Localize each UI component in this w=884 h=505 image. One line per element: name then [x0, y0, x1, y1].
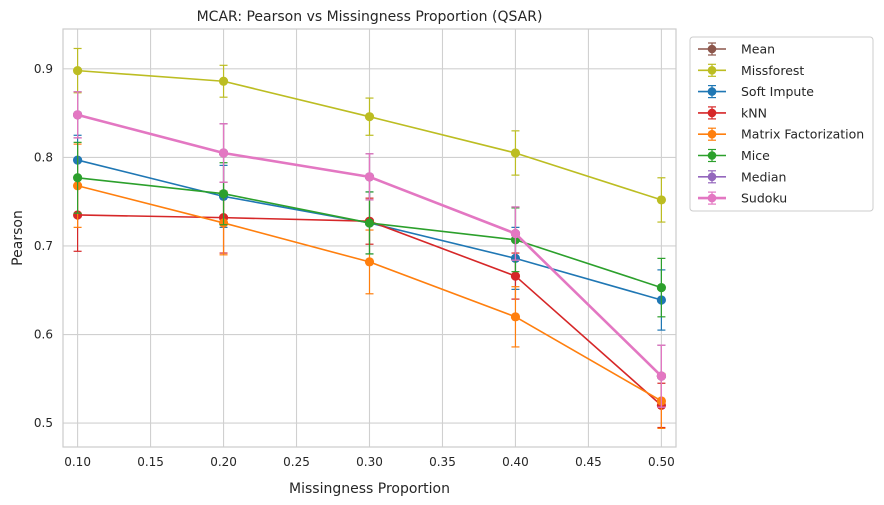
legend-marker — [707, 44, 717, 54]
legend-label: Mean — [741, 42, 775, 57]
x-tick-label: 0.35 — [429, 455, 456, 469]
y-tick-label: 0.6 — [34, 328, 53, 342]
x-tick-labels: 0.10 0.15 0.20 0.25 0.30 0.35 0.40 0.45 0.50 — [64, 455, 675, 469]
legend-label: Matrix Factorization — [741, 127, 864, 142]
legend-marker — [707, 87, 717, 96]
data-point — [510, 148, 521, 158]
legend-item: Mean — [698, 42, 775, 57]
series-layer — [72, 47, 667, 430]
x-tick-label: 0.10 — [64, 455, 91, 469]
legend-marker — [707, 108, 717, 118]
x-tick-label: 0.20 — [210, 455, 237, 469]
legend-item: Missforest — [698, 63, 804, 78]
data-point — [656, 195, 667, 205]
legend-label: Missforest — [741, 63, 804, 78]
legend-marker — [707, 193, 717, 203]
chart-title: MCAR: Pearson vs Missingness Proportion … — [197, 9, 543, 25]
data-point — [218, 76, 229, 86]
legend: Mean Missforest Soft Impute kNN Matrix Facto… — [689, 36, 874, 212]
x-tick-label: 0.30 — [356, 455, 383, 469]
data-point — [510, 228, 521, 239]
legend-marker — [707, 66, 717, 75]
x-tick-label: 0.15 — [137, 455, 164, 469]
legend-label: Soft Impute — [741, 84, 814, 99]
legend-marker — [707, 151, 717, 160]
legend-item: kNN — [698, 105, 767, 120]
legend-item: Matrix Factorization — [698, 127, 864, 142]
legend-label: kNN — [741, 105, 767, 120]
legend-marker — [707, 129, 717, 139]
data-point — [364, 257, 375, 267]
legend-label: Mice — [741, 148, 770, 163]
data-point — [364, 172, 375, 182]
data-point — [72, 173, 83, 183]
data-point — [656, 371, 667, 381]
series-sudoku — [72, 91, 667, 408]
legend-item: Median — [698, 169, 786, 184]
legend-label: Sudoku — [741, 191, 787, 206]
x-tick-label: 0.25 — [283, 455, 310, 469]
y-axis-label: Pearson — [10, 210, 26, 266]
x-tick-label: 0.45 — [575, 455, 602, 469]
legend-frame — [689, 36, 874, 212]
legend-label: Median — [741, 169, 786, 184]
data-point — [656, 282, 667, 293]
x-axis-label: Missingness Proportion — [289, 481, 450, 497]
x-tick-label: 0.50 — [648, 455, 675, 469]
legend-item: Sudoku — [698, 191, 787, 206]
data-point — [218, 189, 229, 199]
legend-marker — [707, 172, 717, 182]
series-missforest — [72, 47, 667, 223]
data-point — [364, 112, 375, 122]
y-tick-label: 0.9 — [34, 62, 53, 76]
data-point — [364, 218, 375, 228]
data-point — [72, 110, 83, 120]
y-tick-labels: 0.5 0.6 0.7 0.8 0.9 — [34, 62, 53, 430]
data-point — [510, 271, 521, 281]
y-tick-label: 0.5 — [34, 416, 53, 430]
legend-item: Mice — [698, 148, 770, 163]
x-tick-label: 0.40 — [502, 455, 529, 469]
legend-item: Soft Impute — [698, 84, 814, 99]
y-tick-label: 0.7 — [34, 239, 53, 253]
data-point — [510, 312, 521, 322]
y-tick-label: 0.8 — [34, 150, 53, 164]
plot-frame — [62, 28, 677, 448]
data-point — [72, 66, 83, 76]
data-point — [218, 148, 229, 158]
